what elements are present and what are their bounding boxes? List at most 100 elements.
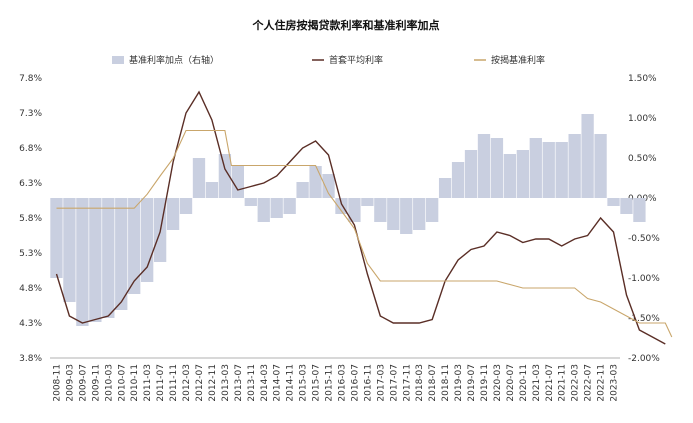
- x-tick-label: 2010-07: [117, 364, 127, 402]
- x-tick-label: 2018-03: [415, 364, 425, 402]
- spread-bar: [102, 198, 115, 318]
- spread-bar: [529, 138, 542, 198]
- x-tick-label: 2022-03: [571, 364, 581, 402]
- x-tick-label: 2014-07: [273, 364, 283, 402]
- spread-bar: [348, 198, 361, 222]
- x-tick-label: 2011-11: [169, 364, 179, 402]
- x-tick-label: 2017-03: [376, 364, 386, 402]
- x-tick-label: 2015-03: [299, 364, 309, 402]
- spread-bar: [244, 198, 257, 206]
- x-tick-label: 2015-07: [312, 364, 322, 402]
- left-tick-label: 4.8%: [19, 284, 42, 294]
- spread-bar: [361, 198, 374, 206]
- right-tick-label: 1.00%: [628, 114, 657, 124]
- spread-bar: [309, 166, 322, 198]
- spread-bar: [141, 198, 154, 282]
- left-tick-label: 7.3%: [19, 109, 42, 119]
- legend-label-first-home: 首套平均利率: [329, 54, 383, 66]
- x-tick-label: 2018-07: [428, 364, 438, 402]
- left-tick-label: 5.3%: [19, 249, 42, 259]
- spread-bar: [296, 182, 309, 198]
- x-tick-label: 2018-11: [441, 364, 451, 402]
- right-tick-label: -1.50%: [628, 314, 660, 324]
- spread-bars: [50, 114, 646, 326]
- spread-bar: [115, 198, 128, 310]
- spread-bar: [516, 150, 529, 198]
- series-benchmark-rate: [56, 129, 673, 338]
- spread-bar: [218, 154, 232, 198]
- spread-bar: [400, 198, 413, 234]
- x-tick-label: 2013-03: [221, 364, 231, 402]
- spread-bar: [257, 198, 270, 222]
- x-tick-label: 2013-11: [247, 364, 257, 402]
- left-tick-label: 6.8%: [19, 144, 42, 154]
- right-tick-label: 0.50%: [628, 154, 657, 164]
- x-tick-label: 2019-07: [467, 364, 477, 402]
- x-axis-labels: 2008-11 2009-03 2009-07 2009-11 2010-03 2010-…: [52, 364, 619, 402]
- x-tick-label: 2013-07: [234, 364, 244, 402]
- x-tick-label: 2012-11: [208, 364, 218, 402]
- spread-bar: [413, 198, 426, 230]
- spread-bar: [179, 198, 193, 214]
- spread-bar: [63, 198, 76, 302]
- spread-bar: [374, 198, 387, 222]
- spread-bar: [503, 154, 517, 198]
- x-tick-label: 2011-03: [143, 364, 153, 402]
- spread-bar: [387, 198, 400, 230]
- x-tick-label: 2019-11: [480, 364, 490, 402]
- x-tick-label: 2015-11: [325, 364, 335, 402]
- spread-bar: [426, 198, 439, 222]
- series-first-home-rate: [55, 90, 666, 345]
- spread-bar: [581, 114, 594, 198]
- spread-bar: [594, 134, 607, 198]
- spread-bar: [50, 198, 63, 278]
- spread-bar: [633, 198, 646, 222]
- x-tick-label: 2012-07: [195, 364, 205, 402]
- x-tick-label: 2021-03: [532, 364, 542, 402]
- spread-bar: [270, 198, 283, 218]
- x-tick-label: 2009-07: [78, 364, 88, 402]
- x-tick-label: 2014-11: [286, 364, 296, 402]
- legend-label-bar: 基准利率加点（右轴）: [129, 54, 219, 66]
- x-tick-label: 2020-11: [519, 364, 529, 402]
- spread-bar: [464, 150, 478, 198]
- right-tick-label: -2.00%: [628, 354, 660, 364]
- spread-bar: [192, 158, 206, 198]
- spread-bar: [76, 198, 89, 326]
- spread-bar: [128, 198, 141, 294]
- x-tick-label: 2020-03: [493, 364, 503, 402]
- legend-label-benchmark: 按揭基准利率: [491, 54, 545, 66]
- x-tick-label: 2009-11: [91, 364, 101, 402]
- legend-swatch-bar: [112, 56, 124, 64]
- spread-bar: [542, 142, 555, 198]
- x-tick-label: 2016-03: [337, 364, 347, 402]
- spread-bar: [451, 162, 465, 198]
- spread-bar: [166, 198, 180, 230]
- spread-bar: [477, 134, 491, 198]
- x-tick-label: 2017-07: [389, 364, 399, 402]
- left-axis: 7.8% 7.3% 6.8% 6.3% 5.8% 5.3% 4.8% 4.3% 3.8%: [19, 74, 42, 364]
- spread-bar: [283, 198, 296, 214]
- x-tick-label: 2023-03: [610, 364, 620, 402]
- x-tick-label: 2016-07: [350, 364, 360, 402]
- spread-bar: [555, 142, 568, 198]
- spread-bar: [490, 138, 504, 198]
- left-tick-label: 3.8%: [19, 354, 42, 364]
- spread-bar: [568, 134, 581, 198]
- right-tick-label: -1.00%: [628, 274, 660, 284]
- x-tick-label: 2021-07: [545, 364, 555, 402]
- chart-title: 个人住房按揭贷款利率和基准利率加点: [252, 18, 440, 32]
- right-tick-label: 1.50%: [628, 74, 657, 84]
- left-tick-label: 5.8%: [19, 214, 42, 224]
- x-tick-label: 2017-11: [402, 364, 412, 402]
- spread-bar: [89, 198, 102, 322]
- x-tick-label: 2022-07: [584, 364, 594, 402]
- right-tick-label: -0.50%: [628, 234, 660, 244]
- x-tick-label: 2012-03: [182, 364, 192, 402]
- left-tick-label: 6.3%: [19, 179, 42, 189]
- spread-bar: [620, 198, 633, 214]
- spread-bar: [322, 174, 335, 198]
- x-tick-label: 2009-03: [65, 364, 75, 402]
- spread-bar: [231, 166, 244, 198]
